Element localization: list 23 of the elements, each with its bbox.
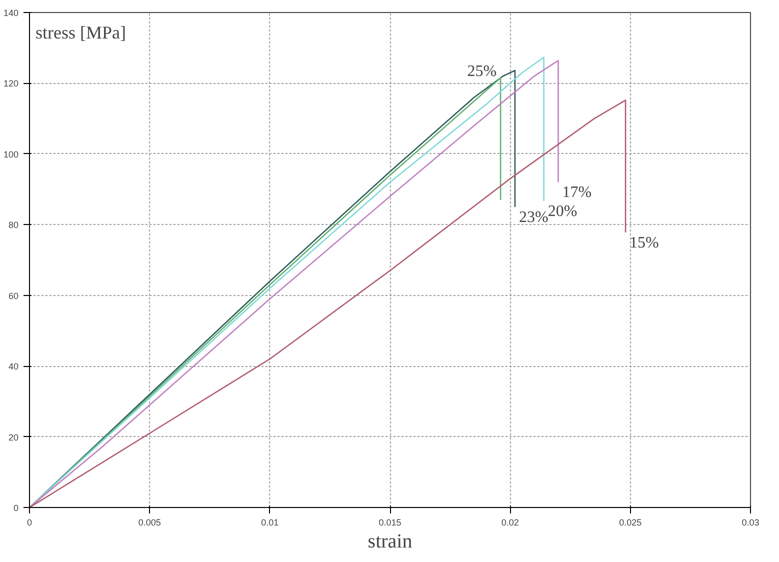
- x-tick-label: 0.01: [261, 518, 279, 528]
- y-tick-label: 0: [13, 503, 19, 513]
- y-tick-label: 20: [8, 432, 19, 442]
- series-label: 15%: [630, 234, 659, 252]
- y-axis-title: stress [MPa]: [36, 22, 126, 42]
- x-tick-label: 0.02: [501, 518, 519, 528]
- y-tick-label: 60: [8, 290, 19, 301]
- series-label: 17%: [562, 184, 592, 202]
- line-series: [30, 100, 626, 508]
- x-tick-label: 0.025: [619, 518, 642, 528]
- y-tick-label: 120: [3, 78, 19, 89]
- x-tick-label: 0.005: [138, 518, 161, 528]
- series-label: 25%: [467, 62, 497, 80]
- y-tick-label: 140: [3, 8, 19, 18]
- series-label: 20%: [548, 202, 578, 220]
- y-tick-label: 80: [8, 220, 19, 230]
- series-label: 23%: [518, 208, 548, 226]
- x-tick-label: 0: [26, 518, 32, 528]
- y-tick-label: 40: [8, 362, 19, 372]
- x-tick-label: 0.015: [378, 518, 402, 528]
- y-tick-label: 100: [3, 149, 19, 160]
- x-axis-title: strain: [368, 530, 412, 552]
- x-tick-label: 0.03: [742, 518, 760, 528]
